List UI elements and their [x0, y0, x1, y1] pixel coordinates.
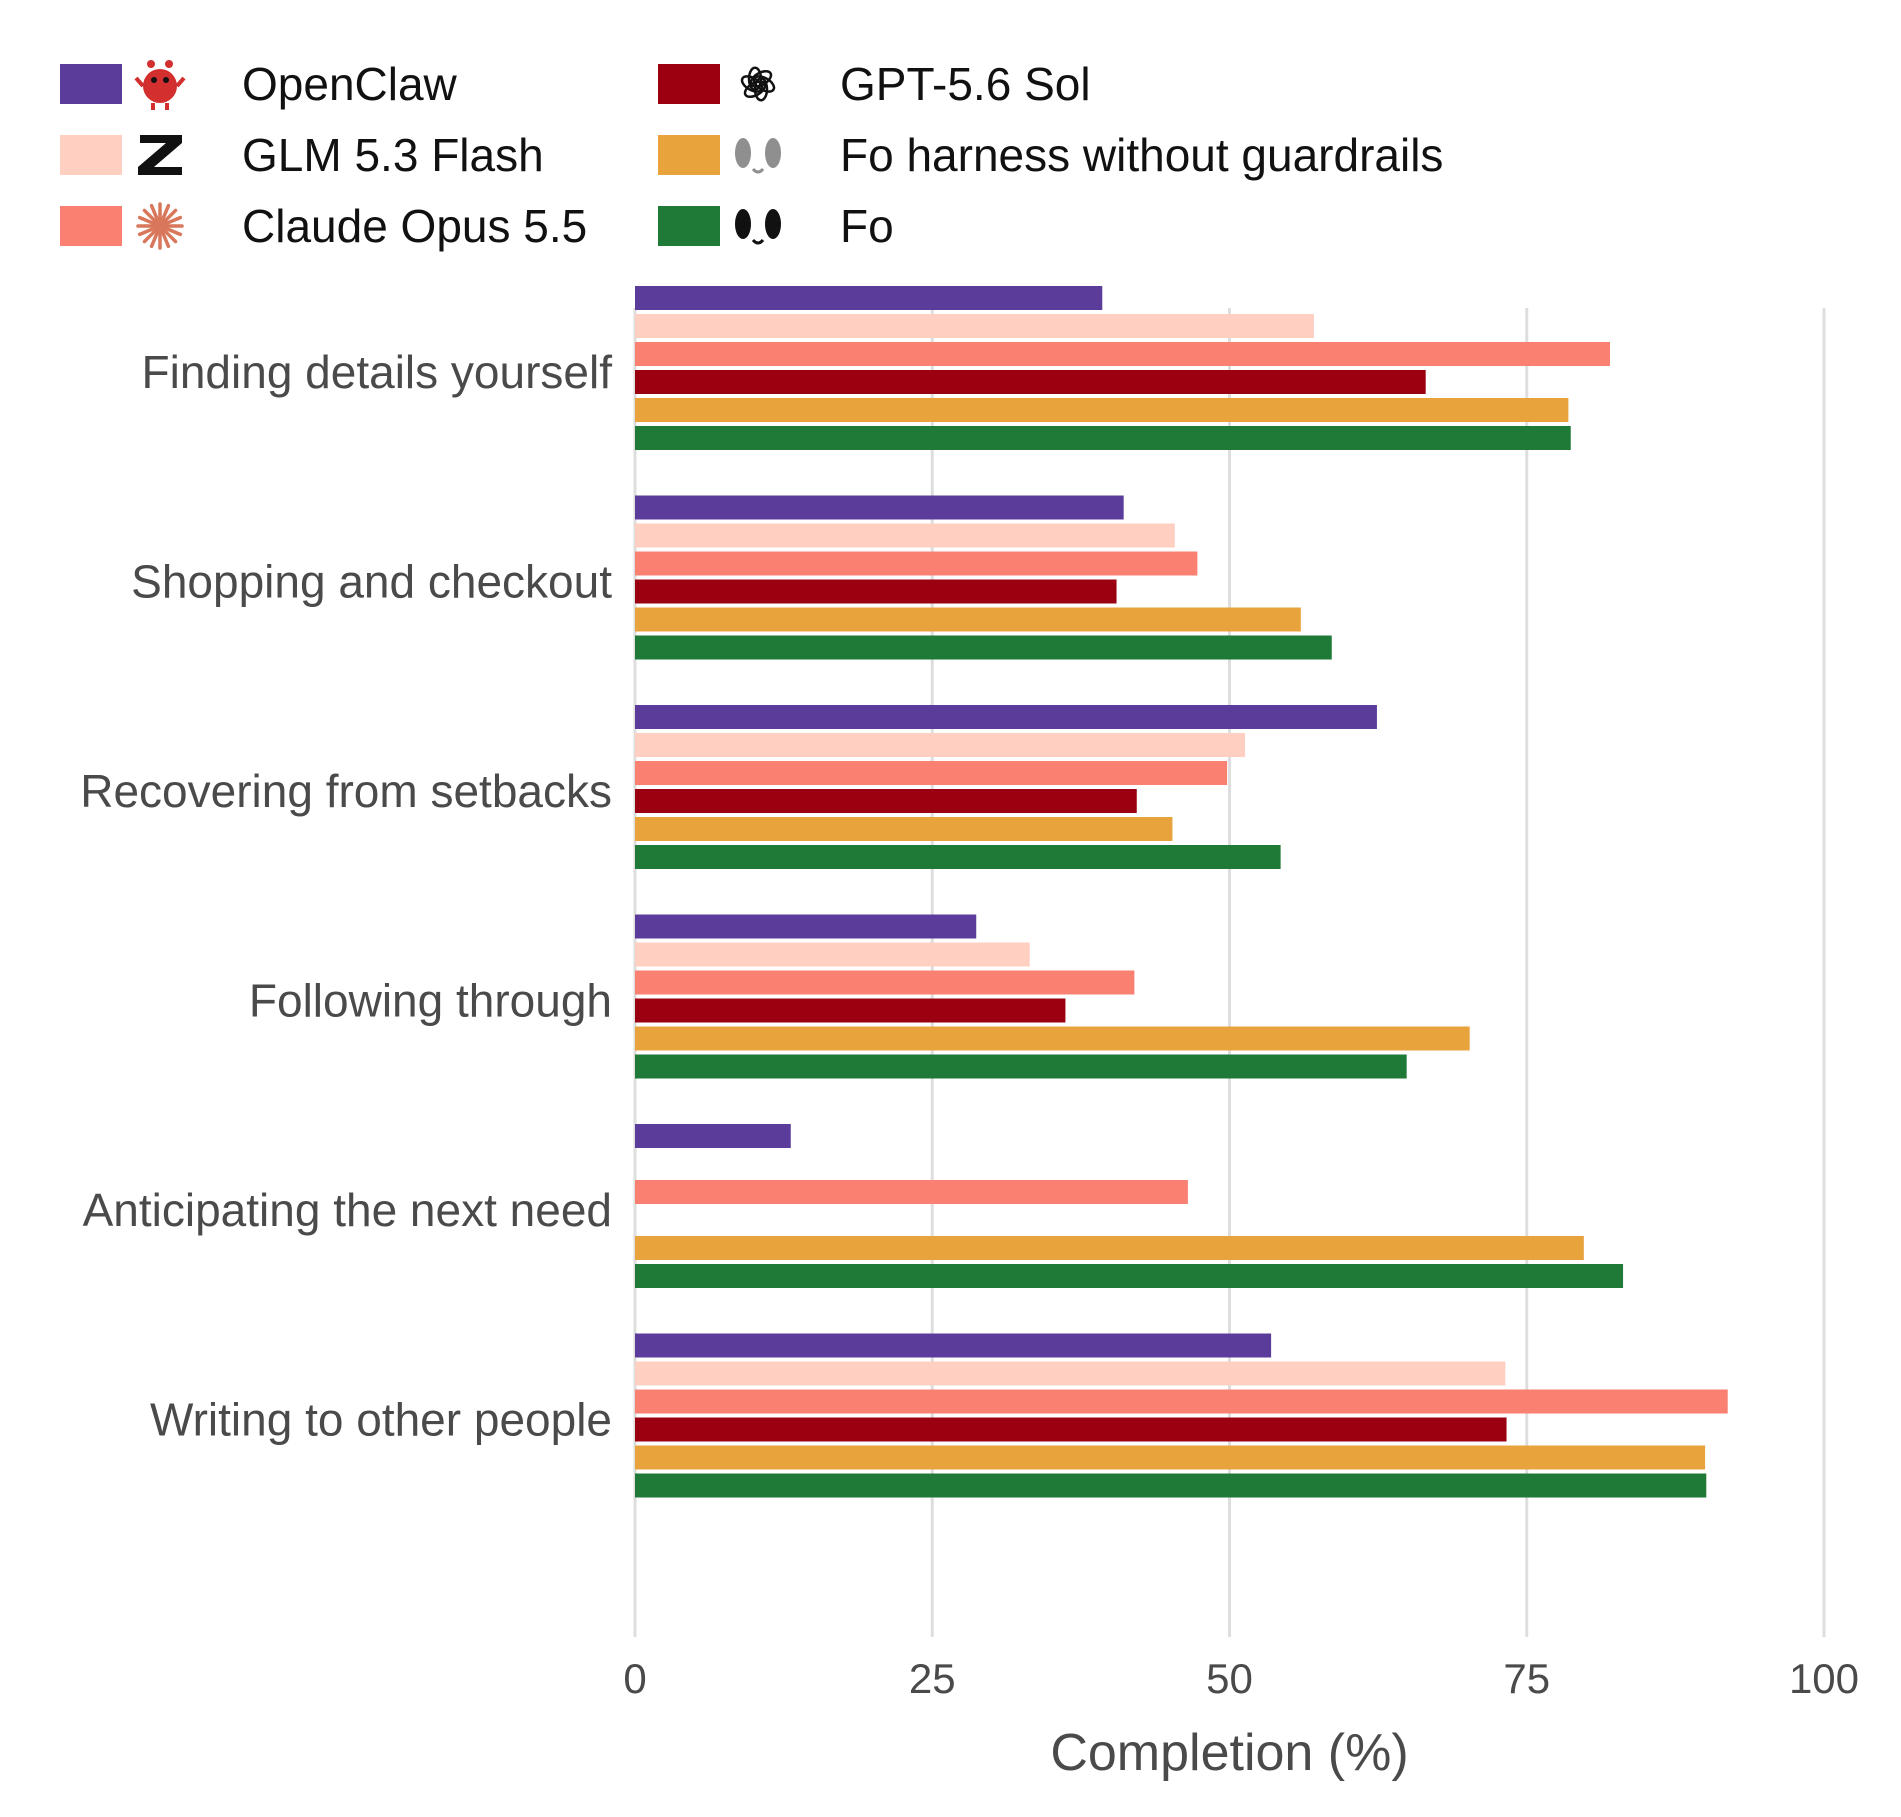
legend-item: Claude Opus 5.5 — [60, 200, 587, 252]
category-label: Finding details yourself — [142, 346, 613, 398]
bar-2-2 — [635, 761, 1228, 785]
bar-0-5 — [635, 426, 1571, 450]
bar-4-2 — [635, 1180, 1188, 1204]
bar-3-5 — [635, 1054, 1407, 1079]
x-tick-label: 25 — [909, 1655, 956, 1702]
bar-2-4 — [635, 817, 1173, 841]
category-label: Writing to other people — [150, 1394, 612, 1446]
bar-3-1 — [635, 942, 1030, 967]
legend-label: Claude Opus 5.5 — [242, 200, 587, 252]
bar-4-0 — [635, 1124, 791, 1148]
category-label: Anticipating the next need — [83, 1184, 612, 1236]
legend-swatch — [60, 64, 122, 104]
legend-swatch — [60, 135, 122, 175]
legend-swatch — [658, 206, 720, 246]
bar-0-4 — [635, 398, 1569, 422]
x-tick-label: 75 — [1503, 1655, 1550, 1702]
grey-eyes-icon — [735, 138, 781, 174]
category-label: Following through — [249, 975, 612, 1027]
bar-3-2 — [635, 970, 1135, 995]
x-tick-label: 50 — [1206, 1655, 1253, 1702]
bar-5-2 — [635, 1389, 1728, 1414]
bar-1-4 — [635, 607, 1301, 632]
bars — [635, 286, 1728, 1498]
bar-0-2 — [635, 342, 1610, 366]
x-axis-ticks: 0 25 50 75 100 — [623, 1655, 1859, 1702]
x-tick-label: 100 — [1789, 1655, 1859, 1702]
category-label: Recovering from setbacks — [80, 765, 612, 817]
bar-0-3 — [635, 370, 1426, 394]
bar-1-0 — [635, 495, 1124, 520]
legend: OpenClaw GLM 5.3 Flash Claude Opus 5.5 GPT-… — [60, 58, 1443, 252]
asterisk-burst-icon — [136, 202, 184, 250]
category-labels: Finding details yourself Shopping and che… — [80, 346, 612, 1446]
black-eyes-icon — [735, 209, 781, 245]
bar-5-0 — [635, 1333, 1272, 1358]
bar-4-5 — [635, 1264, 1624, 1288]
bar-1-3 — [635, 579, 1117, 604]
legend-item: GLM 5.3 Flash — [60, 129, 544, 181]
bar-4-4 — [635, 1236, 1584, 1260]
openai-knot-icon — [740, 66, 776, 102]
bar-2-5 — [635, 845, 1281, 869]
legend-label: GPT-5.6 Sol — [840, 58, 1091, 110]
legend-swatch — [658, 135, 720, 175]
bar-5-1 — [635, 1361, 1506, 1386]
legend-swatch — [658, 64, 720, 104]
bar-5-5 — [635, 1473, 1707, 1498]
bar-0-0 — [635, 286, 1103, 310]
legend-item: GPT-5.6 Sol — [658, 58, 1091, 110]
legend-label: OpenClaw — [242, 58, 458, 110]
legend-label: Fo — [840, 200, 894, 252]
bar-1-1 — [635, 523, 1175, 548]
legend-item: OpenClaw — [60, 58, 458, 110]
legend-label: GLM 5.3 Flash — [242, 129, 544, 181]
bar-5-3 — [635, 1417, 1507, 1442]
x-tick-label: 0 — [623, 1655, 646, 1702]
legend-item: Fo — [658, 200, 894, 252]
bar-2-3 — [635, 789, 1137, 813]
bar-2-1 — [635, 733, 1245, 757]
category-label: Shopping and checkout — [131, 556, 612, 608]
x-axis-title: Completion (%) — [1050, 1724, 1408, 1782]
z-logo-icon — [138, 135, 182, 175]
bar-0-1 — [635, 314, 1314, 338]
bar-1-2 — [635, 551, 1198, 576]
bar-3-4 — [635, 1026, 1470, 1051]
legend-label: Fo harness without guardrails — [840, 129, 1443, 181]
red-crab-icon — [134, 60, 186, 110]
bar-1-5 — [635, 635, 1332, 660]
bar-5-4 — [635, 1445, 1706, 1470]
legend-swatch — [60, 206, 122, 246]
bar-3-3 — [635, 998, 1066, 1023]
bar-3-0 — [635, 914, 977, 939]
bar-2-0 — [635, 705, 1377, 729]
legend-item: Fo harness without guardrails — [658, 129, 1443, 181]
